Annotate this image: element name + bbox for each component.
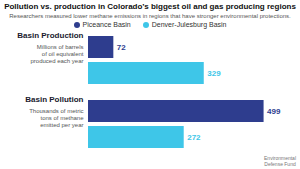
svg-text:Millions of barrelsof oil equi: Millions of barrelsof oil equivalentprod… <box>30 44 83 64</box>
svg-text:Basin Pollution: Basin Pollution <box>25 95 83 104</box>
html-text:Pollution vs. production in Co: Pollution vs. production in Colorado’s b… <box>4 2 296 11</box>
svg-text:72: 72 <box>117 43 126 52</box>
svg-text:Basin Production: Basin Production <box>17 31 83 40</box>
html-text:Denver-Julesburg Basin: Denver-Julesburg Basin <box>151 21 227 28</box>
html-text:Environmental Defense Fund: Environmental Defense Fund <box>264 155 296 167</box>
html-text:Piceance Basin: Piceance Basin <box>82 21 131 28</box>
svg-text:329: 329 <box>207 69 221 78</box>
svg-text:272: 272 <box>187 133 201 142</box>
html-text:Researchers measured lower met: Researchers measured lower methane emiss… <box>9 12 291 19</box>
svg-text:499: 499 <box>267 107 281 116</box>
svg-text:Thousands of metrictons of met: Thousands of metrictons of methaneemitte… <box>29 108 84 128</box>
